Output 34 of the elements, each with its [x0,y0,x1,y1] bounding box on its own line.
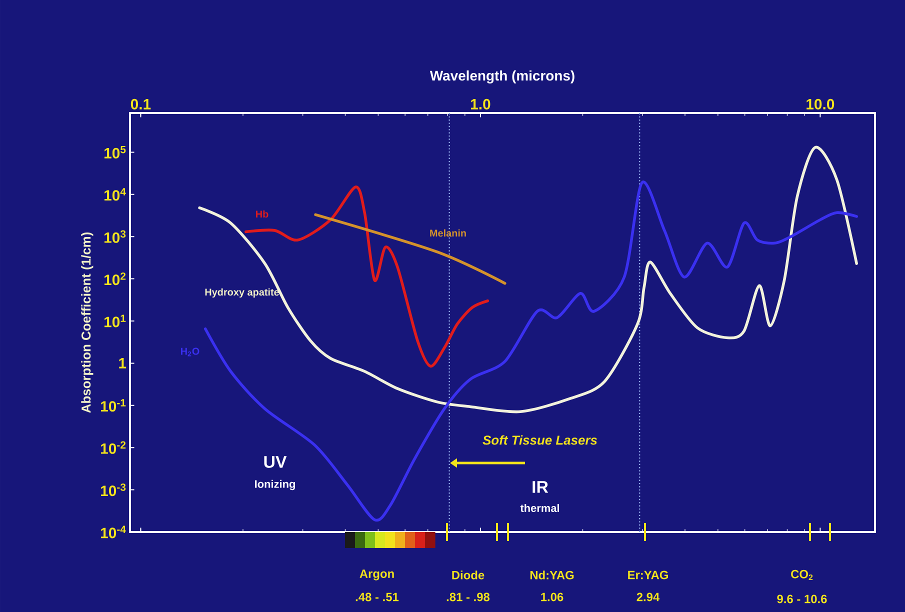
y-tick-label: 10$^{3}$ [104,230,126,243]
text: Argon [360,570,394,580]
y-tick-label: 10$^{-2}$ [101,441,126,454]
series-label: H$_{2}$O [181,348,200,356]
annotation: UV [264,456,287,468]
x-axis-title: Wavelength (microns) [430,70,574,84]
y-tick-label: 10$^{2}$ [104,272,126,286]
x-tick-label: 0.1 [130,98,151,110]
text: CO$_{2}$ [791,570,813,580]
series-label: Hb [256,210,268,218]
text: 2.94 [636,592,660,602]
y-tick-label: 10$^{5}$ [104,146,126,158]
y-tick-label: 1 [119,358,126,368]
annotation: Soft Tissue Lasers [482,435,598,445]
y-tick-label: 10$^{1}$ [104,314,126,328]
text: 9.6 - 10.6 [777,594,827,604]
text: 1.06 [541,592,564,602]
text: Nd:YAG [530,570,574,580]
series-label: Hydroxy apatite [205,288,280,298]
x-tick-label: 1.0 [471,98,490,110]
x-tick-label: 10.0 [806,98,834,110]
text: Diode [452,570,484,580]
series-label: Melanin [430,229,466,237]
y-tick-label: 10$^{4}$ [104,188,126,201]
y-tick-label: 10$^{-1}$ [101,399,126,412]
annotation: IR [532,481,548,493]
text: .81 - .98 [446,592,490,602]
y-tick-label: 10$^{-4}$ [101,526,126,538]
y-tick-label: 10$^{-3}$ [101,483,126,496]
annotation: thermal [520,504,560,512]
text: Er:YAG [628,570,668,580]
annotation: Ionizing [255,480,295,490]
y-axis-title: Absorption Coefficient (1/cm) [81,232,94,413]
text: .48 - .51 [356,592,399,602]
